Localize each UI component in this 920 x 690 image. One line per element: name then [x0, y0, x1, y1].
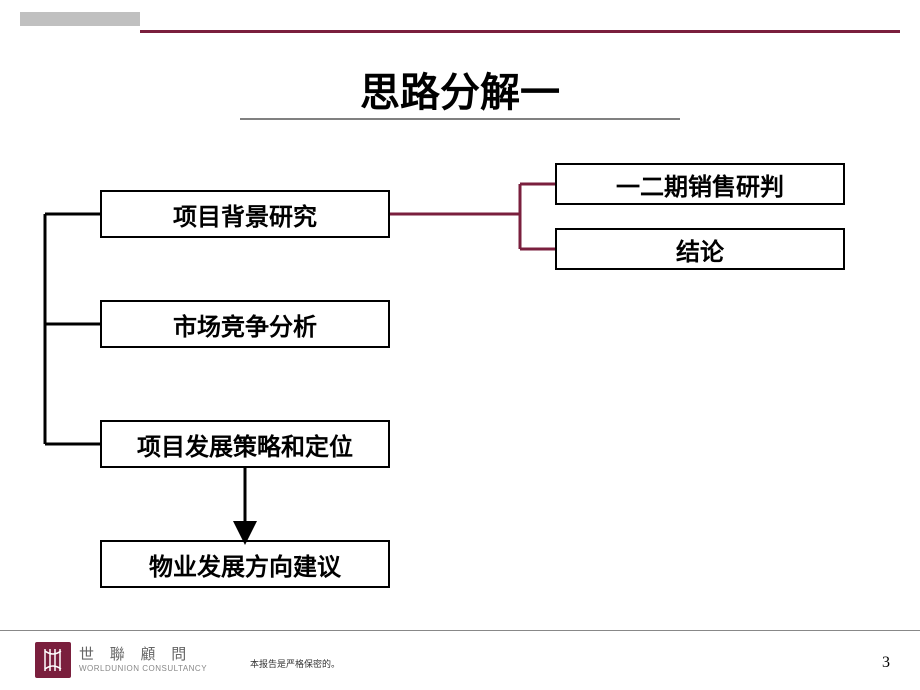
logo-text-en: WORLDUNION CONSULTANCY	[79, 664, 207, 674]
node-property-suggestion: 物业发展方向建议	[100, 540, 390, 588]
page-number: 3	[882, 654, 890, 672]
node-sales-analysis: 一二期销售研判	[555, 163, 845, 205]
node-label: 一二期销售研判	[616, 167, 784, 202]
logo-text-cn: 世 聯 顧 問	[79, 646, 207, 664]
title-underline	[240, 118, 680, 120]
node-label: 物业发展方向建议	[149, 547, 341, 582]
footer-note: 本报告是严格保密的。	[250, 657, 340, 670]
top-maroon-bar	[140, 30, 900, 33]
slide-title: 思路分解一	[0, 60, 920, 118]
node-project-background: 项目背景研究	[100, 190, 390, 238]
node-conclusion: 结论	[555, 228, 845, 270]
logo-text: 世 聯 顧 問 WORLDUNION CONSULTANCY	[79, 646, 207, 674]
top-gray-bar	[20, 12, 140, 26]
logo-block: 世 聯 顧 問 WORLDUNION CONSULTANCY	[35, 642, 207, 678]
logo-icon	[35, 642, 71, 678]
node-label: 结论	[676, 232, 724, 267]
node-label: 市场竞争分析	[173, 307, 317, 342]
footer: 世 聯 顧 問 WORLDUNION CONSULTANCY 本报告是严格保密的…	[0, 630, 920, 690]
node-market-competition: 市场竞争分析	[100, 300, 390, 348]
node-strategy-positioning: 项目发展策略和定位	[100, 420, 390, 468]
node-label: 项目发展策略和定位	[137, 427, 353, 462]
node-label: 项目背景研究	[173, 197, 317, 232]
